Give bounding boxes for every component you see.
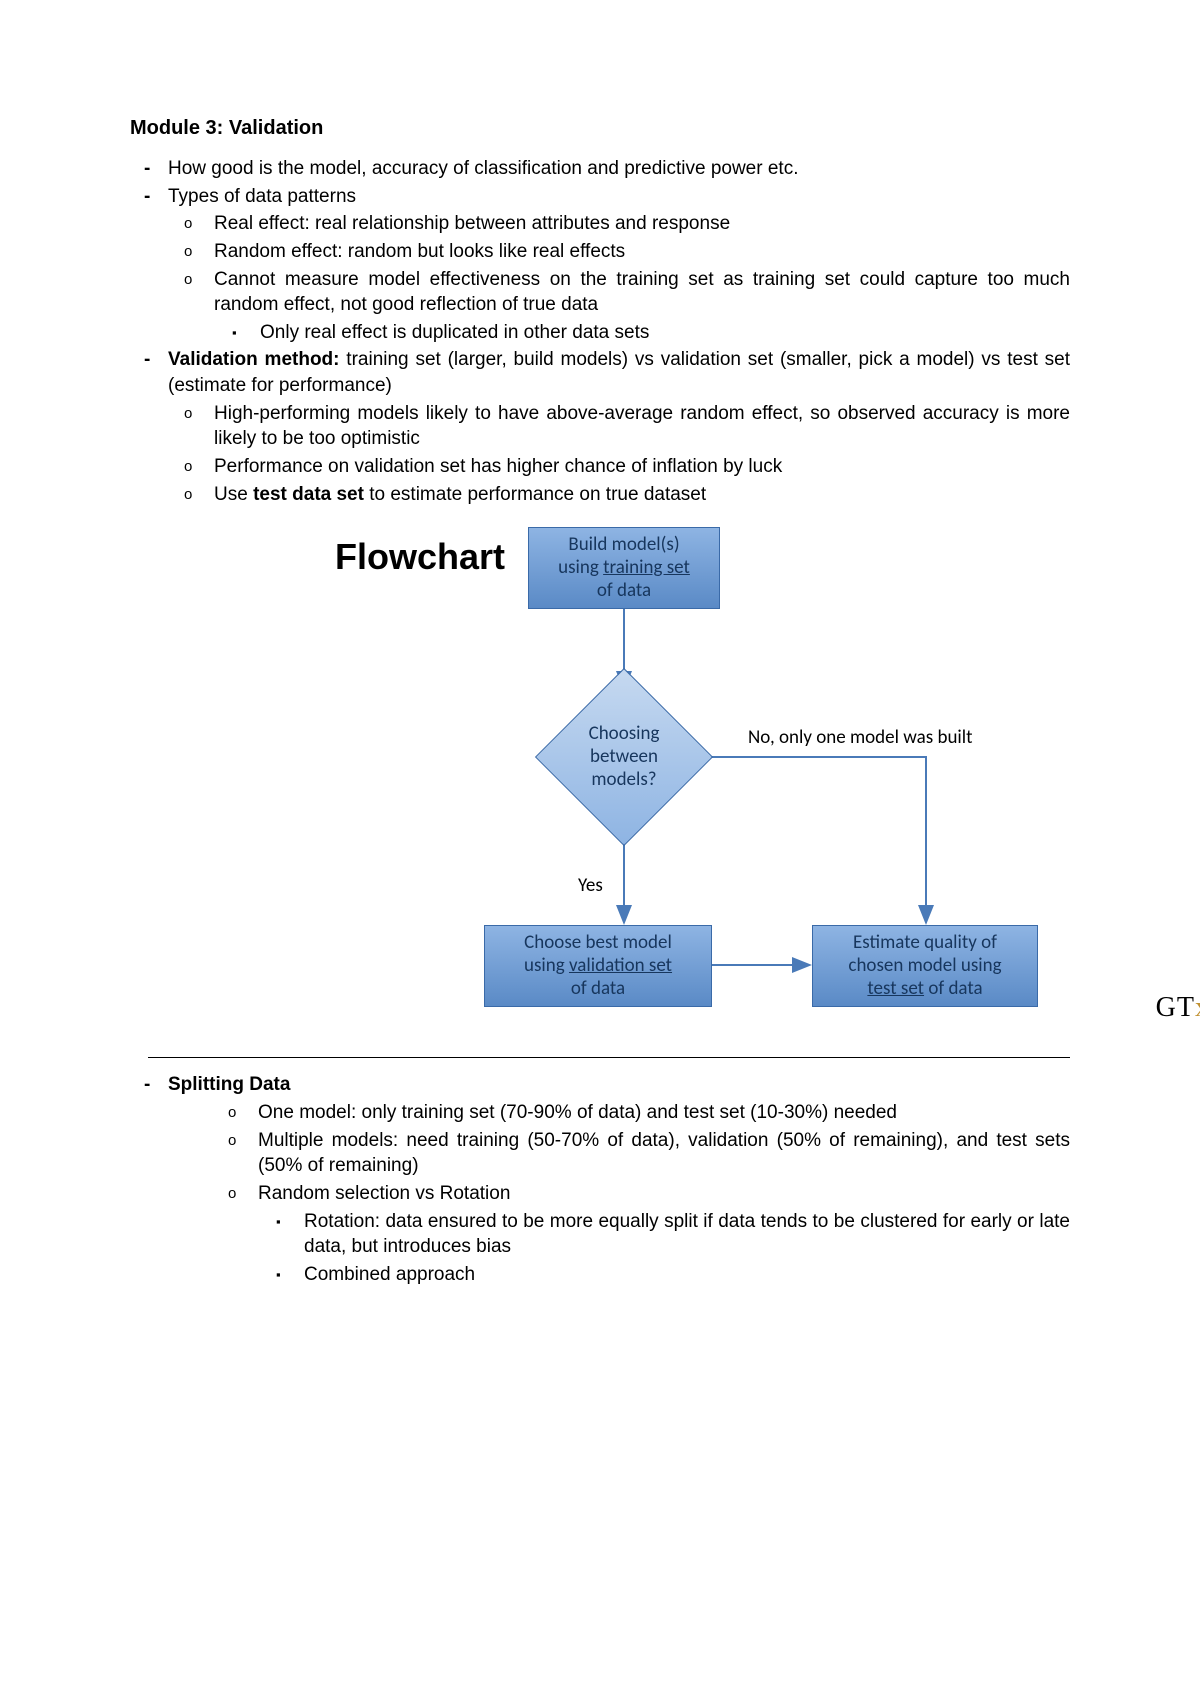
flowchart-diamond-text: Choosing between models?	[550, 713, 698, 801]
node2-line1: Choose best model	[491, 932, 705, 955]
bullet-4-sub: One model: only training set (70-90% of …	[168, 1100, 1070, 1287]
bullet-3b: Performance on validation set has higher…	[214, 454, 1070, 480]
bullet-3c: Use test data set to estimate performanc…	[214, 482, 1070, 508]
flowchart-node-build: Build model(s) using training set of dat…	[528, 527, 720, 609]
divider	[148, 1057, 1070, 1058]
bullet-3c-pre: Use	[214, 484, 253, 505]
node3-line3-u: test set	[867, 977, 924, 1000]
bullet-2c-sub: Only real effect is duplicated in other …	[214, 320, 1070, 346]
bullet-4c2: Combined approach	[304, 1262, 1070, 1288]
bullet-4c: Random selection vs Rotation Rotation: d…	[258, 1181, 1070, 1288]
bullet-4c-sub: Rotation: data ensured to be more equall…	[258, 1209, 1070, 1288]
bullet-2b: Random effect: random but looks like rea…	[214, 239, 1070, 265]
flowchart-node-test: Estimate quality of chosen model using t…	[812, 925, 1038, 1007]
flowchart-node-validation: Choose best model using validation set o…	[484, 925, 712, 1007]
logo-gt: GT	[1156, 992, 1195, 1023]
flowchart-label-yes: Yes	[578, 873, 603, 899]
bullet-2-text: Types of data patterns	[168, 186, 356, 207]
main-list: How good is the model, accuracy of class…	[130, 156, 1070, 507]
diamond-l1: Choosing	[589, 723, 660, 746]
gtx-logo: GTx	[1156, 989, 1200, 1027]
flowchart-label-no: No, only one model was built	[748, 725, 973, 751]
diamond-l2: between	[590, 746, 658, 769]
bullet-3c-bold: test data set	[253, 484, 364, 505]
bullet-3: Validation method: training set (larger,…	[168, 347, 1070, 507]
bullet-3a: High-performing models likely to have ab…	[214, 401, 1070, 452]
bullet-3c-post: to estimate performance on true dataset	[364, 484, 706, 505]
bullet-2: Types of data patterns Real effect: real…	[168, 184, 1070, 346]
node3-line3-post: of data	[924, 977, 983, 1000]
bullet-2c1: Only real effect is duplicated in other …	[260, 320, 1070, 346]
bullet-4: Splitting Data One model: only training …	[168, 1072, 1070, 1287]
node2-line2-u: validation set	[569, 954, 672, 977]
node3-line1: Estimate quality of	[819, 932, 1031, 955]
page-title: Module 3: Validation	[130, 115, 1070, 142]
bullet-3-sub: High-performing models likely to have ab…	[168, 401, 1070, 508]
flowchart-title: Flowchart	[335, 533, 505, 582]
bullet-2-sub: Real effect: real relationship between a…	[168, 211, 1070, 345]
logo-x: x	[1195, 992, 1200, 1023]
bullet-2a: Real effect: real relationship between a…	[214, 211, 1070, 237]
node2-line3: of data	[491, 978, 705, 1001]
bullet-2c-text: Cannot measure model effectiveness on th…	[214, 269, 1070, 316]
flowchart: Flowchart Build model(s) using training …	[220, 527, 1100, 1047]
diamond-l3: models?	[591, 769, 656, 792]
bullet-4c-text: Random selection vs Rotation	[258, 1183, 510, 1204]
bullet-3-bold: Validation method:	[168, 349, 340, 370]
splitting-list: Splitting Data One model: only training …	[130, 1072, 1070, 1287]
bullet-2c: Cannot measure model effectiveness on th…	[214, 267, 1070, 346]
bullet-1: How good is the model, accuracy of class…	[168, 156, 1070, 182]
bullet-4b: Multiple models: need training (50-70% o…	[258, 1128, 1070, 1179]
bullet-4c1: Rotation: data ensured to be more equall…	[304, 1209, 1070, 1260]
bullet-4-text: Splitting Data	[168, 1074, 290, 1095]
node2-line2-pre: using	[524, 954, 569, 977]
node3-line2: chosen model using	[819, 955, 1031, 978]
node1-line2-u: training set	[603, 556, 690, 579]
bullet-4a: One model: only training set (70-90% of …	[258, 1100, 1070, 1126]
node1-line2-pre: using	[558, 556, 603, 579]
node1-line1: Build model(s)	[535, 534, 713, 557]
node1-line3: of data	[535, 580, 713, 603]
